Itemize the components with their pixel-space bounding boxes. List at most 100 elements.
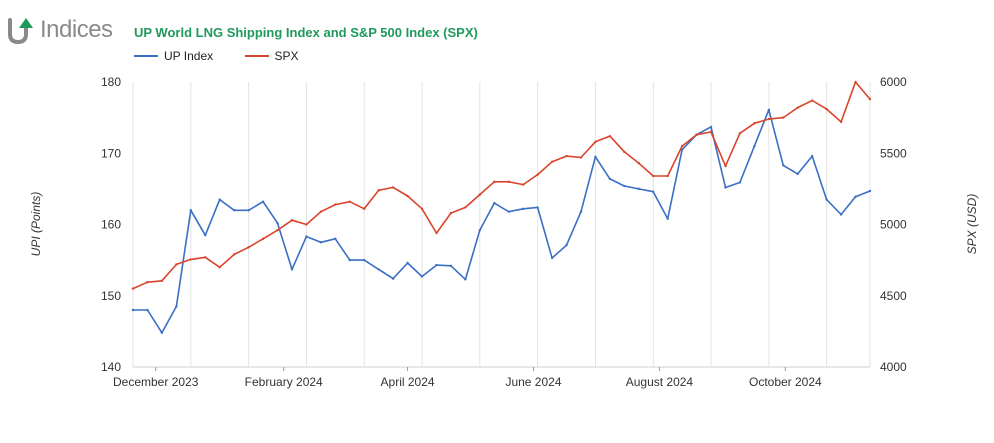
data-point-spx	[782, 116, 785, 119]
data-point-up-index	[868, 189, 872, 193]
data-point-up-index	[796, 172, 799, 176]
legend-label-spx: SPX	[274, 49, 299, 63]
legend-label-up-index: UP Index	[164, 49, 214, 63]
data-point-spx	[305, 223, 308, 226]
x-axis-ticks: December 2023 February 2024 April 2024 June…	[113, 367, 822, 389]
data-point-spx	[709, 130, 713, 134]
data-point-up-index	[377, 268, 380, 271]
data-point-up-index	[319, 241, 323, 244]
data-point-spx	[680, 144, 684, 148]
data-point-spx	[276, 229, 279, 232]
y-tick-left: 170	[101, 146, 121, 160]
data-point-spx	[507, 180, 510, 183]
data-point-up-index	[550, 256, 554, 260]
data-point-spx	[247, 246, 250, 249]
data-point-up-index	[204, 233, 207, 237]
data-point-spx	[261, 237, 265, 240]
x-tick-label: October 2024	[749, 375, 822, 389]
data-point-spx	[767, 117, 771, 121]
data-point-up-index	[334, 237, 337, 240]
data-point-spx	[868, 97, 872, 101]
y-tick-right: 4500	[880, 289, 907, 303]
data-point-spx	[810, 99, 814, 102]
data-point-spx	[493, 180, 496, 183]
data-point-up-index	[363, 258, 366, 262]
data-point-spx	[521, 183, 525, 186]
data-point-spx	[550, 160, 554, 163]
data-point-up-index	[146, 308, 149, 312]
data-point-spx	[796, 106, 799, 109]
data-point-spx	[160, 279, 164, 282]
up-logo-mark	[8, 18, 33, 45]
data-point-spx	[623, 150, 626, 154]
data-point-spx	[536, 173, 539, 176]
series-line-up-index	[133, 109, 871, 334]
left-axis-ticks: 140 150 160 170 180	[101, 75, 121, 374]
grid-lines	[132, 82, 871, 368]
data-point-spx	[579, 156, 583, 159]
data-point-spx	[825, 107, 828, 111]
data-point-spx	[608, 134, 612, 138]
x-tick-label: August 2024	[626, 375, 694, 389]
data-point-up-index	[608, 177, 612, 181]
data-point-spx	[319, 210, 323, 213]
legend-item-up-index[interactable]: UP Index	[134, 49, 213, 63]
y-tick-right: 4000	[880, 360, 907, 374]
data-point-up-index	[449, 264, 453, 268]
data-point-spx	[435, 231, 438, 235]
data-point-up-index	[839, 213, 843, 216]
x-tick-label: April 2024	[381, 375, 435, 389]
series-lines	[131, 80, 872, 334]
data-point-up-index	[521, 207, 525, 211]
y-tick-left: 150	[101, 289, 121, 303]
data-point-up-index	[131, 308, 135, 312]
data-point-up-index	[536, 206, 539, 209]
data-point-spx	[637, 162, 640, 165]
data-point-up-index	[175, 305, 178, 308]
series-line-spx	[132, 81, 871, 290]
x-tick-label: December 2023	[113, 375, 199, 389]
chart-legend: UP Index SPX	[134, 46, 327, 63]
data-point-up-index	[782, 164, 785, 167]
data-point-up-index	[709, 125, 713, 129]
data-point-spx	[652, 174, 655, 178]
data-point-up-index	[464, 278, 467, 281]
data-point-up-index	[854, 195, 857, 198]
data-point-spx	[478, 193, 482, 196]
data-point-spx	[391, 186, 395, 189]
right-axis-ticks: 4000 4500 5000 5500 6000	[880, 75, 907, 374]
data-point-up-index	[594, 155, 597, 159]
data-point-spx	[290, 219, 294, 222]
y-axis-title-right: SPX (USD)	[965, 194, 979, 255]
legend-item-spx[interactable]: SPX	[244, 49, 299, 63]
data-point-up-index	[724, 186, 727, 189]
data-point-up-index	[247, 209, 250, 212]
data-point-up-index	[565, 243, 568, 247]
data-point-up-index	[232, 209, 236, 212]
legend-swatch-spx	[244, 55, 269, 57]
data-point-spx	[449, 211, 453, 215]
data-point-up-index	[579, 210, 583, 213]
data-point-spx	[175, 263, 178, 266]
data-point-spx	[377, 189, 380, 192]
data-point-up-index	[623, 184, 626, 188]
data-point-spx	[189, 258, 193, 261]
data-point-spx	[420, 207, 424, 211]
data-point-spx	[565, 154, 568, 158]
data-point-spx	[839, 120, 843, 124]
y-tick-right: 5500	[880, 146, 907, 160]
data-point-spx	[218, 266, 221, 269]
data-point-up-index	[420, 275, 424, 278]
data-point-spx	[753, 122, 756, 125]
y-tick-left: 140	[101, 360, 121, 374]
data-point-spx	[334, 203, 337, 206]
y-tick-right: 6000	[880, 75, 907, 89]
data-point-up-index	[493, 201, 496, 205]
chart-title: UP World LNG Shipping Index and S&P 500 …	[134, 25, 478, 40]
data-point-spx	[131, 287, 135, 290]
data-point-spx	[204, 256, 207, 259]
legend-swatch-up-index	[134, 55, 158, 57]
brand-name: Indices	[40, 16, 113, 43]
data-point-spx	[464, 206, 467, 209]
